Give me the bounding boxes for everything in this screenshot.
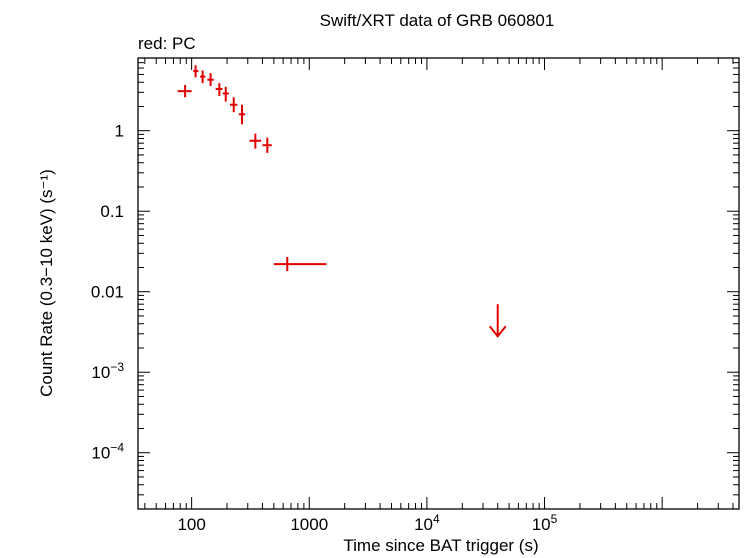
x-tick-label: 100 [177, 515, 205, 534]
upper-limit [488, 304, 507, 338]
x-tick-label: 105 [532, 512, 558, 534]
y-tick-label: 10−4 [91, 441, 124, 463]
x-tick-label: 1000 [290, 515, 328, 534]
data-point [262, 137, 272, 153]
data-point [222, 86, 229, 102]
x-axis-label: Time since BAT trigger (s) [343, 536, 538, 555]
axis-ticks [138, 57, 739, 510]
y-tick-label: 0.1 [100, 202, 124, 221]
data-point [177, 84, 192, 98]
data-point [215, 83, 223, 96]
data-point [273, 256, 327, 272]
y-tick-label: 1 [115, 122, 124, 141]
data-point [238, 104, 246, 125]
y-tick-label: 0.01 [91, 283, 124, 302]
data-point [207, 73, 214, 86]
data-point [193, 65, 199, 78]
data-point [200, 70, 206, 84]
y-tick-label: 10−3 [91, 360, 124, 382]
data-point [230, 97, 238, 113]
data-point [249, 133, 262, 149]
y-axis-label: Count Rate (0.3−10 keV) (s⁻¹) [37, 169, 56, 397]
chart-subtitle: red: PC [138, 34, 196, 53]
x-tick-label: 104 [414, 512, 440, 534]
upper-limit-arrowhead [488, 325, 507, 338]
axis-tick-labels: 100 1000 104 105 1 0.1 0.01 10−3 10−4 [91, 122, 558, 534]
data-marks [177, 65, 507, 338]
plot-frame [137, 57, 740, 510]
chart-title: Swift/XRT data of GRB 060801 [320, 11, 555, 30]
